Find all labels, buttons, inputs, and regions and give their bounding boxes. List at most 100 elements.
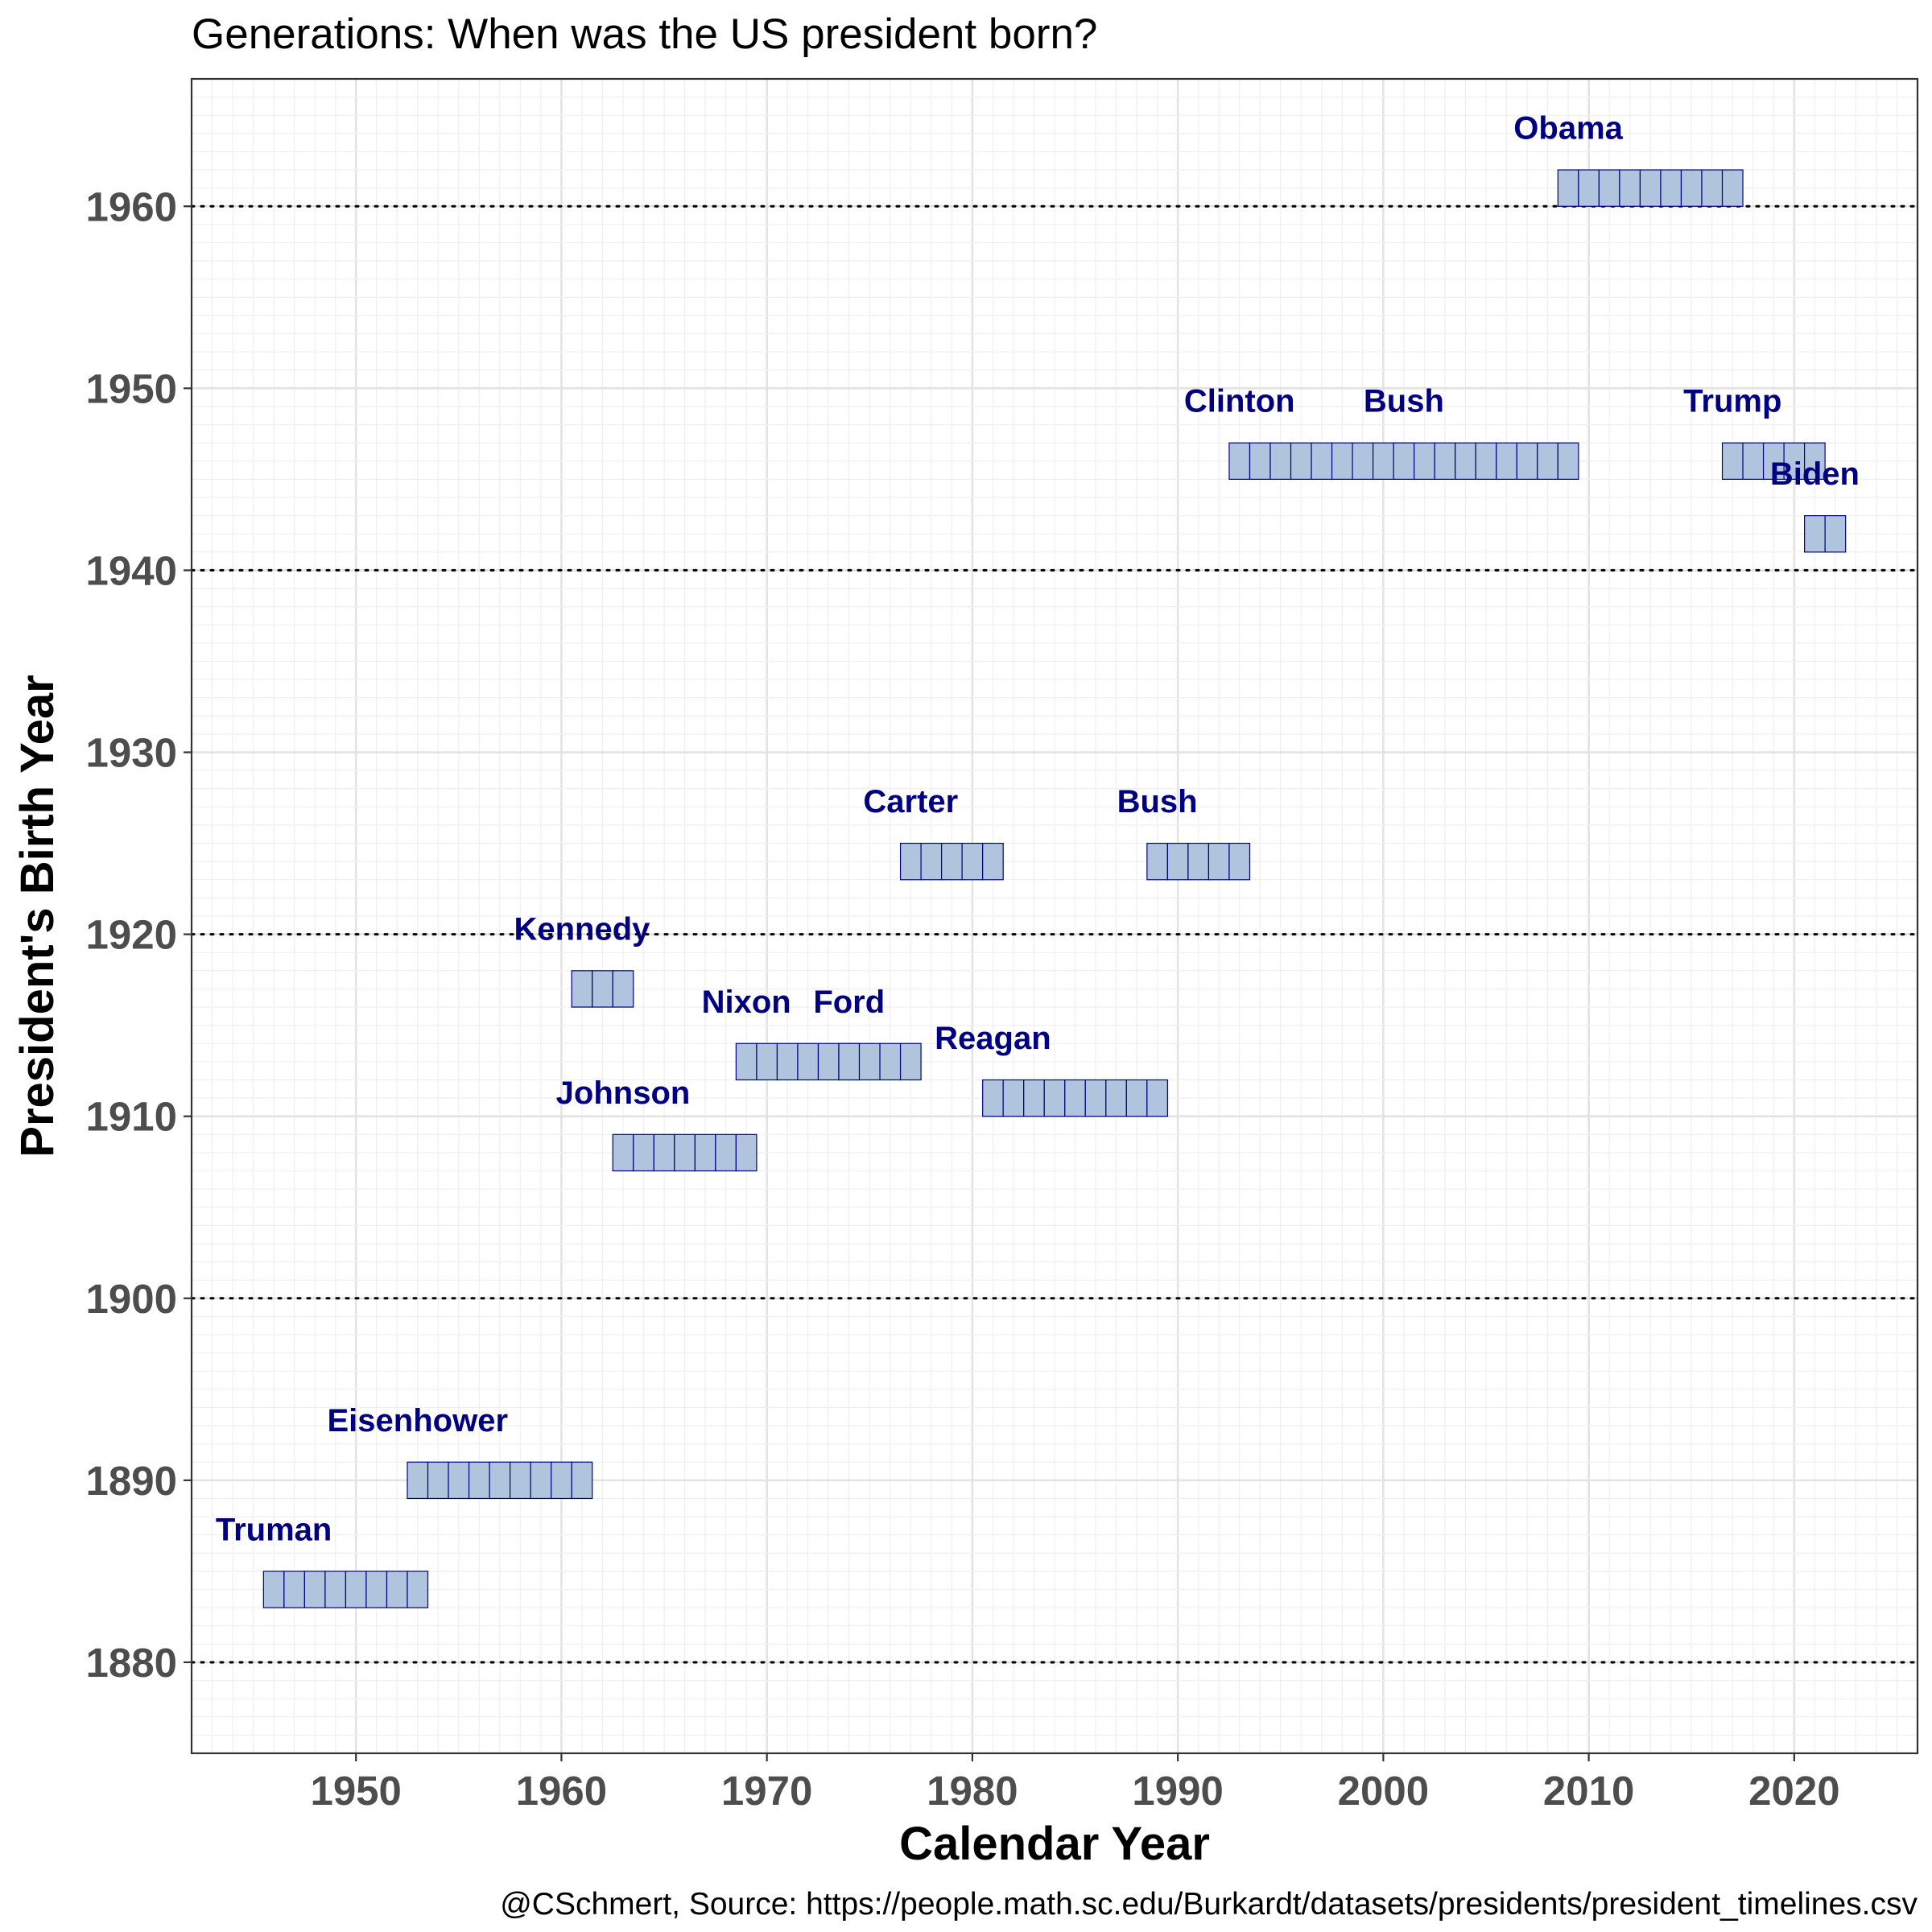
president-label: Johnson — [556, 1075, 691, 1111]
term-tile — [961, 842, 984, 881]
term-tile — [1537, 442, 1558, 480]
term-tile — [797, 1042, 819, 1081]
term-tile — [1804, 442, 1826, 480]
president-label: Bush — [1364, 384, 1444, 419]
x-tick-label: 1970 — [721, 1768, 812, 1814]
term-tile — [1105, 1079, 1127, 1117]
term-tile — [1393, 442, 1415, 480]
term-tile — [1721, 169, 1744, 207]
term-tile — [407, 1571, 429, 1608]
term-tile — [776, 1042, 799, 1081]
term-tile — [1701, 169, 1724, 207]
term-tile — [1434, 442, 1456, 480]
y-axis-title: President's Birth Year — [11, 675, 64, 1157]
term-tile — [530, 1461, 552, 1500]
term-tile — [386, 1571, 408, 1608]
term-tile — [1208, 842, 1230, 881]
y-tick-label: 1880 — [86, 1640, 177, 1686]
term-tile — [1721, 442, 1744, 480]
term-tile — [1619, 169, 1641, 207]
term-tile — [1146, 842, 1168, 881]
term-tile — [735, 1042, 758, 1081]
term-tile — [612, 1133, 634, 1172]
term-tile — [468, 1461, 490, 1500]
president-label: Bush — [1117, 784, 1198, 819]
term-tile — [345, 1571, 367, 1608]
president-label: Truman — [216, 1512, 332, 1547]
chart-title: Generations: When was the US president b… — [192, 10, 1097, 58]
term-tile — [674, 1133, 696, 1172]
x-tick-label: 1950 — [310, 1768, 401, 1814]
president-label: Kennedy — [514, 911, 650, 947]
term-tile — [262, 1571, 285, 1608]
term-tile — [633, 1133, 654, 1172]
term-tile — [551, 1461, 572, 1500]
term-tile — [1228, 842, 1251, 881]
y-tick-label: 1940 — [86, 547, 177, 593]
x-tick-label: 2020 — [1748, 1768, 1839, 1814]
term-tile — [448, 1461, 470, 1500]
y-tick-label: 1930 — [86, 730, 177, 776]
x-tick-label: 1980 — [927, 1768, 1018, 1814]
president-label: Nixon — [702, 985, 791, 1020]
term-tile — [1249, 442, 1271, 480]
term-tile — [1187, 842, 1210, 881]
term-tile — [1166, 842, 1189, 881]
term-tile — [1455, 442, 1476, 480]
x-axis-ticks: 1950 1960 1970 1980 1990 2000 2010 2020 — [310, 1753, 1840, 1814]
term-tile — [982, 842, 1004, 881]
term-tile — [899, 1042, 922, 1081]
term-tile — [1311, 442, 1333, 480]
president-label: Trump — [1683, 384, 1781, 419]
term-tile — [510, 1461, 531, 1500]
term-tile — [982, 1079, 1004, 1117]
x-tick-label: 2010 — [1543, 1768, 1634, 1814]
term-tile — [1146, 1079, 1168, 1117]
term-tile — [1639, 169, 1662, 207]
term-tile — [427, 1461, 449, 1500]
term-tile — [1680, 169, 1703, 207]
y-tick-label: 1960 — [86, 184, 177, 229]
term-tile — [920, 842, 943, 881]
term-tile — [735, 1133, 758, 1172]
president-label: Biden — [1770, 456, 1860, 492]
term-tile — [756, 1042, 778, 1081]
term-tile — [858, 1042, 881, 1081]
term-tile — [571, 1461, 593, 1500]
term-tile — [1824, 515, 1847, 553]
term-tile — [1064, 1079, 1086, 1117]
term-tile — [694, 1133, 716, 1172]
x-tick-label: 2000 — [1338, 1768, 1429, 1814]
term-tile — [283, 1571, 305, 1608]
y-tick-label: 1920 — [86, 912, 177, 958]
term-tile — [1660, 169, 1682, 207]
term-tile — [838, 1042, 861, 1081]
term-tile — [715, 1133, 737, 1172]
term-tile — [1043, 1079, 1066, 1117]
term-tile — [1414, 442, 1435, 480]
term-tile — [817, 1042, 840, 1081]
term-tile — [1783, 442, 1806, 480]
term-tile — [1002, 1079, 1025, 1117]
y-tick-label: 1890 — [86, 1458, 177, 1504]
y-axis-ticks: 1880 1890 1900 1910 1920 1930 1940 1950 1960 — [86, 184, 192, 1686]
president-label: Obama — [1513, 111, 1623, 147]
chart-caption: @CSchmert, Source: https://people.math.s… — [500, 1887, 1918, 1922]
term-tile — [571, 970, 593, 1008]
term-tile — [1578, 169, 1600, 207]
plot-border — [190, 77, 1919, 1755]
term-tile — [612, 970, 634, 1008]
term-tile — [899, 842, 922, 881]
term-tile — [303, 1571, 326, 1608]
term-tile — [1269, 442, 1292, 480]
term-tile — [1557, 169, 1579, 207]
term-tile — [1516, 442, 1538, 480]
term-tile — [653, 1133, 675, 1172]
term-tile — [1496, 442, 1517, 480]
president-label: Eisenhower — [328, 1403, 509, 1439]
president-label: Carter — [863, 784, 958, 819]
x-axis-title: Calendar Year — [899, 1818, 1210, 1870]
president-label: Clinton — [1184, 384, 1295, 419]
term-tile — [1290, 442, 1312, 480]
term-tile — [1804, 515, 1826, 553]
